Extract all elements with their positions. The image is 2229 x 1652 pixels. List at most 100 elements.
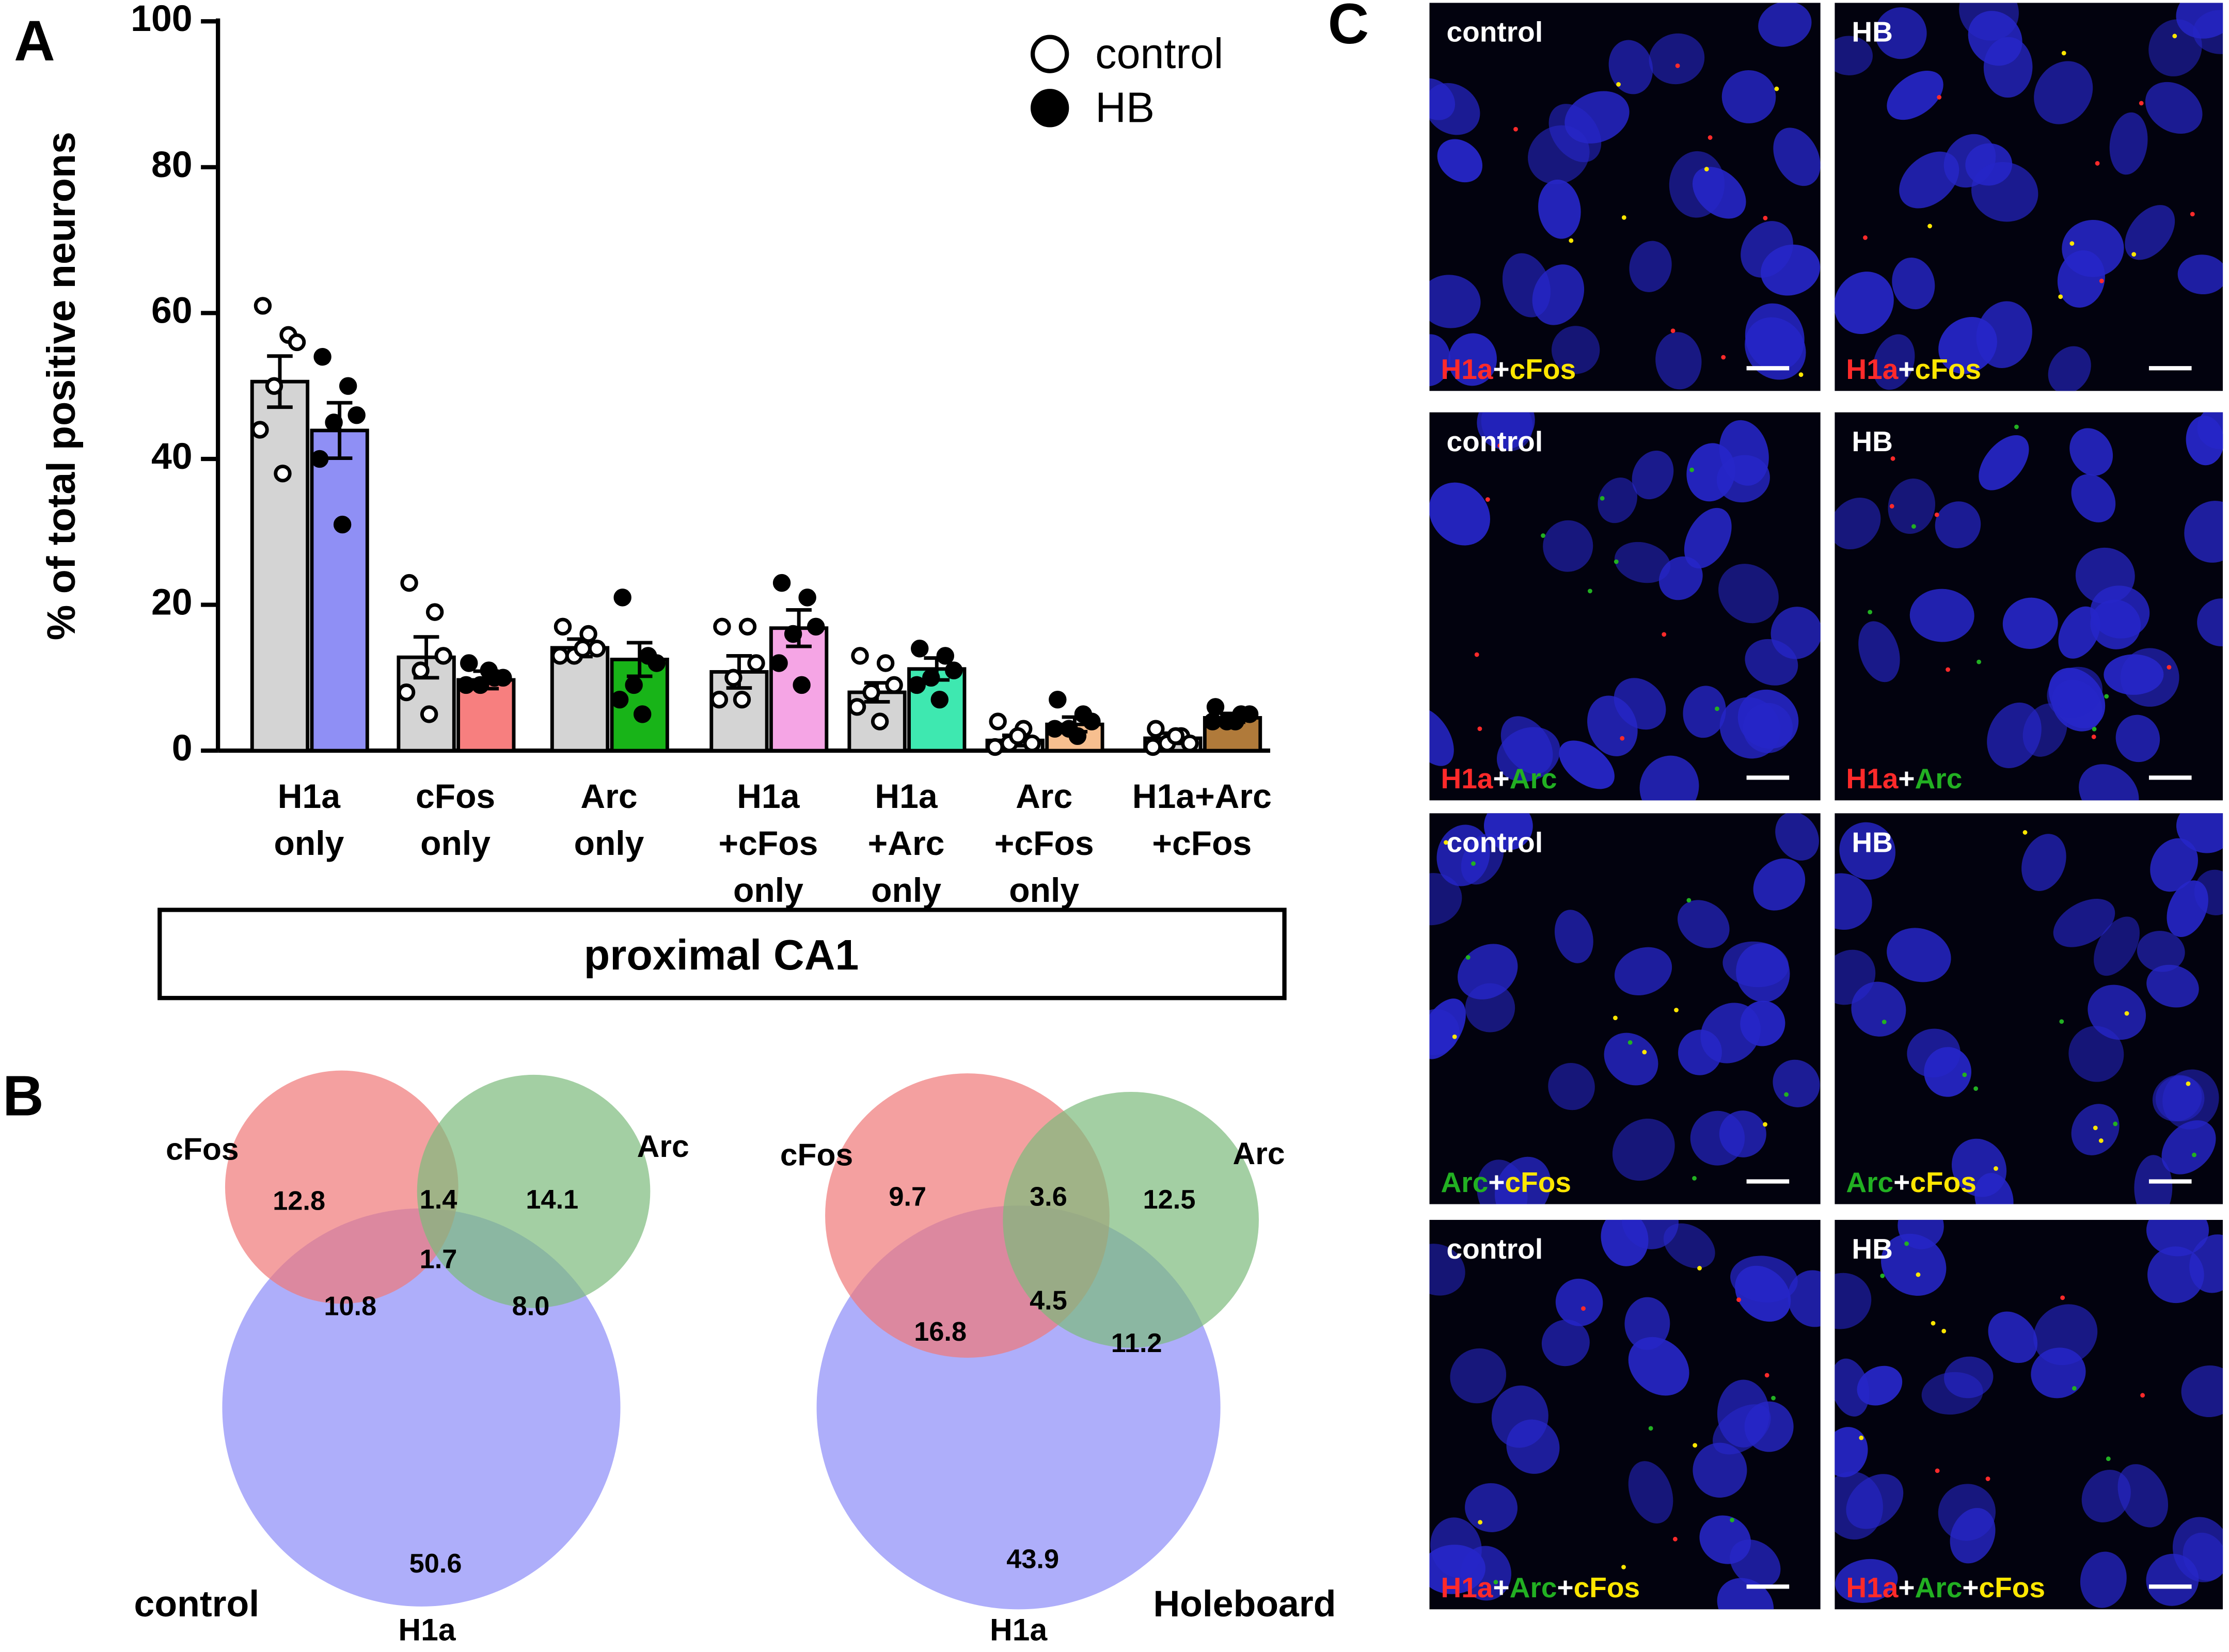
signal-dot <box>1882 1020 1887 1024</box>
signal-dot <box>1613 1015 1618 1021</box>
signal-dot <box>1662 632 1667 637</box>
stain-part: H1a <box>1846 762 1898 794</box>
nucleus <box>1437 139 1483 183</box>
x-tick-label: Arc <box>1016 777 1072 816</box>
micrograph: control Arc+cFos <box>1429 813 1821 1204</box>
x-tick-label: only <box>574 824 644 863</box>
data-point <box>1166 727 1185 745</box>
nucleus <box>1683 686 1726 738</box>
nucleus <box>1745 639 1798 686</box>
nucleus <box>2117 1464 2169 1528</box>
nucleus <box>1429 1009 1460 1055</box>
stain-part: + <box>1493 762 1510 794</box>
nucleus <box>1484 813 1533 850</box>
nucleus <box>2145 82 2203 134</box>
data-point <box>251 421 269 439</box>
signal-dot <box>2092 726 2097 732</box>
signal-dot <box>1946 667 1950 672</box>
nucleus <box>2148 19 2202 76</box>
region-value: 1.7 <box>420 1245 457 1275</box>
signal-dot <box>2098 1138 2104 1143</box>
data-point <box>551 647 569 665</box>
data-point <box>647 654 666 672</box>
signal-dot <box>1916 1272 1921 1277</box>
nucleus <box>1835 949 1876 1005</box>
signal-dot <box>1675 63 1680 68</box>
data-point <box>922 669 940 687</box>
nucleus <box>2197 598 2223 646</box>
signal-dot <box>2061 51 2066 56</box>
signal-dot <box>2014 424 2019 430</box>
nucleus <box>1700 1003 1761 1063</box>
data-point <box>784 625 802 643</box>
bar <box>310 428 369 753</box>
nucleus <box>2069 428 2113 476</box>
signal-dot <box>1642 1050 1647 1055</box>
signal-dot <box>1715 706 1719 711</box>
signal-dot <box>1614 559 1619 564</box>
stain-label: H1a+Arc <box>1441 762 1557 794</box>
nucleus <box>2031 1347 2086 1399</box>
signal-dot <box>1477 726 1482 732</box>
data-point <box>588 640 606 658</box>
nucleus <box>1951 1138 2007 1197</box>
signal-dot <box>1569 238 1574 243</box>
stain-part: + <box>1493 353 1510 385</box>
data-point <box>494 669 512 687</box>
data-point <box>610 690 629 709</box>
nucleus <box>1612 1118 1675 1181</box>
data-point <box>1046 720 1064 738</box>
bar <box>250 379 310 753</box>
signal-dot <box>2072 1386 2077 1391</box>
stain-part: + <box>1488 1166 1505 1198</box>
nucleus <box>1548 1062 1595 1110</box>
stain-part: cFos <box>1510 353 1576 385</box>
stain-label: H1a+cFos <box>1846 353 1981 385</box>
nucleus <box>1663 1223 1715 1268</box>
nucleus <box>1971 162 2038 222</box>
stain-part: + <box>1898 762 1915 794</box>
nucleus <box>1502 253 1551 317</box>
data-point <box>412 661 430 679</box>
nucleus <box>1730 1256 1798 1302</box>
y-axis-label: % of total positive neurons <box>39 132 84 640</box>
micrograph-content <box>1835 412 2223 801</box>
x-tick-label: H1a <box>278 777 341 816</box>
stain-part: cFos <box>1505 1166 1571 1198</box>
nucleus <box>1465 1483 1518 1532</box>
signal-dot <box>1697 1266 1702 1270</box>
signal-dot <box>2104 694 2109 699</box>
data-point <box>911 640 929 658</box>
condition-label: control <box>1447 425 1543 457</box>
venn-set <box>417 1074 651 1308</box>
region-value: 12.5 <box>1143 1185 1196 1215</box>
micrograph-content <box>1429 1219 1821 1610</box>
signal-dot <box>1474 652 1479 657</box>
nucleus <box>2161 1120 2216 1174</box>
data-point <box>457 676 475 694</box>
nucleus <box>1465 983 1515 1032</box>
error-bar <box>326 401 353 460</box>
signal-dot <box>2022 830 2028 835</box>
signal-dot <box>1493 1580 1498 1585</box>
group-box <box>157 908 1287 1000</box>
nucleus <box>2193 10 2223 54</box>
x-tick-label: H1a <box>737 777 800 816</box>
nucleus <box>2068 1026 2124 1082</box>
nucleus <box>1907 1028 1961 1078</box>
signal-dot <box>1600 496 1605 501</box>
nucleus <box>2079 764 2139 801</box>
y-tick-label: 100 <box>131 0 192 39</box>
signal-dot <box>1763 1122 1767 1127</box>
set-label: cFos <box>780 1137 853 1172</box>
nucleus <box>2181 1365 2223 1418</box>
signal-dot <box>1621 1565 1626 1569</box>
signal-dot <box>1798 372 1804 377</box>
nucleus <box>1988 1311 2038 1363</box>
y-tick-label: 80 <box>151 144 193 185</box>
signal-dot <box>1581 1306 1586 1311</box>
data-point <box>347 406 366 424</box>
stain-part: H1a <box>1441 762 1493 794</box>
nucleus <box>1835 1273 1872 1329</box>
stain-part: + <box>1962 1571 1979 1603</box>
